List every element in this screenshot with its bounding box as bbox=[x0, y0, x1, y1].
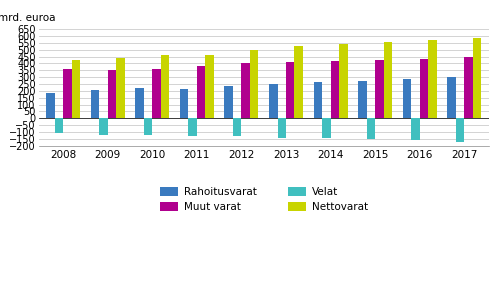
Bar bbox=[55, 118, 63, 132]
Bar bbox=[107, 70, 116, 118]
Bar bbox=[180, 89, 188, 118]
Bar bbox=[411, 118, 420, 140]
Bar bbox=[135, 88, 144, 118]
Bar bbox=[384, 42, 392, 118]
Bar bbox=[286, 62, 294, 118]
Bar bbox=[447, 77, 456, 118]
Bar bbox=[339, 44, 348, 118]
Bar bbox=[278, 118, 286, 138]
Bar bbox=[205, 55, 214, 118]
Bar bbox=[144, 118, 152, 135]
Bar bbox=[242, 63, 250, 118]
Bar bbox=[456, 118, 464, 142]
Bar bbox=[322, 118, 331, 138]
Bar bbox=[464, 58, 473, 118]
Text: mrd. euroa: mrd. euroa bbox=[0, 13, 56, 23]
Bar bbox=[46, 93, 55, 118]
Bar bbox=[294, 46, 303, 118]
Bar bbox=[188, 118, 197, 136]
Legend: Rahoitusvarat, Muut varat, Velat, Nettovarat: Rahoitusvarat, Muut varat, Velat, Nettov… bbox=[160, 187, 368, 212]
Bar bbox=[269, 84, 278, 118]
Bar bbox=[161, 55, 169, 118]
Bar bbox=[314, 82, 322, 118]
Bar bbox=[71, 60, 80, 118]
Bar bbox=[358, 80, 367, 118]
Bar bbox=[367, 118, 375, 140]
Bar bbox=[91, 90, 99, 118]
Bar bbox=[99, 118, 107, 135]
Bar bbox=[224, 86, 233, 118]
Bar bbox=[250, 50, 258, 118]
Bar bbox=[152, 69, 161, 118]
Bar bbox=[197, 66, 205, 118]
Bar bbox=[428, 40, 437, 118]
Bar bbox=[420, 59, 428, 118]
Bar bbox=[233, 118, 242, 136]
Bar bbox=[63, 69, 71, 118]
Bar bbox=[375, 60, 384, 118]
Bar bbox=[116, 58, 125, 118]
Bar bbox=[403, 79, 411, 118]
Bar bbox=[473, 39, 481, 118]
Bar bbox=[331, 61, 339, 118]
